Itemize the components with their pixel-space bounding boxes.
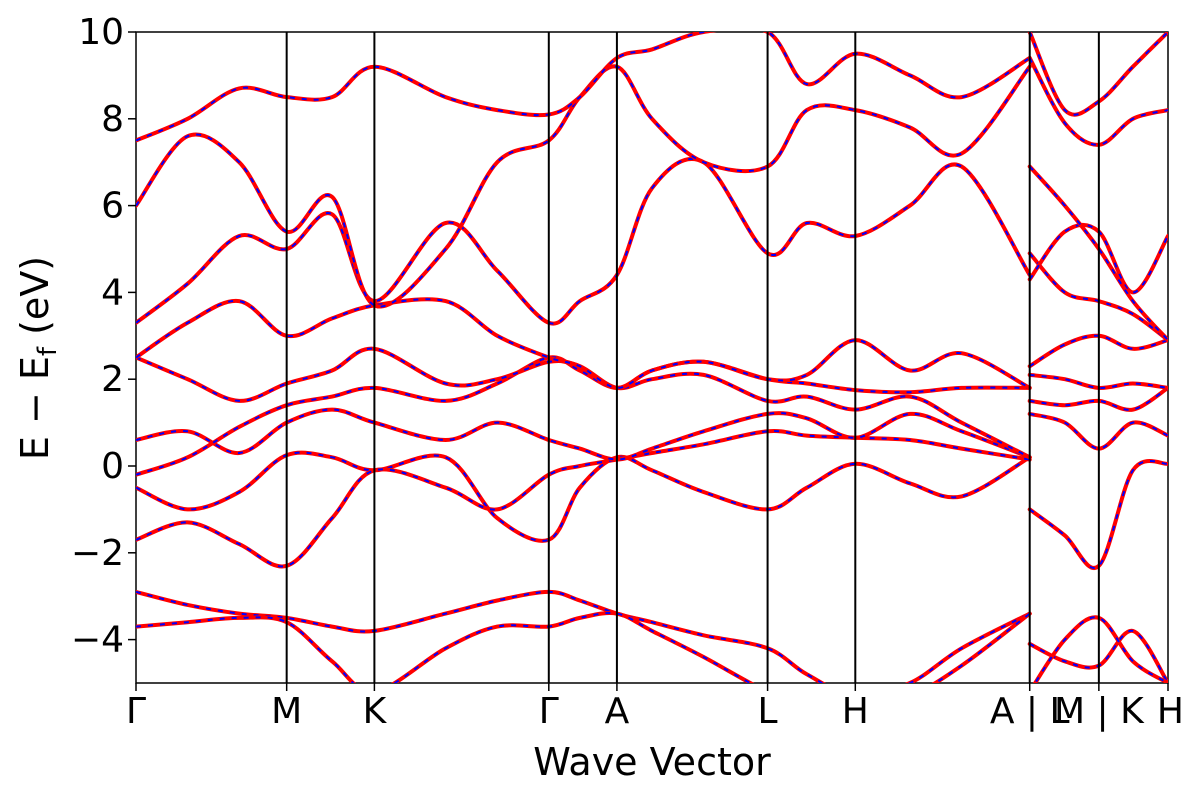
x-tick-label: H	[842, 691, 869, 732]
x-tick-label: Γ	[539, 691, 559, 732]
band-line-dashed-5	[136, 157, 1031, 325]
y-tick-label: 10	[78, 12, 124, 53]
x-tick-label: A | L	[990, 691, 1070, 732]
y-axis-label: E − Ef (eV)	[13, 256, 63, 460]
y-axis-label-main: E − E	[13, 356, 57, 460]
y-axis-label-subscript: f	[33, 346, 63, 356]
x-tick-label: M | K	[1054, 691, 1145, 732]
plot-frame	[135, 31, 1169, 684]
y-axis-label-unit: (eV)	[13, 256, 57, 347]
band-line-dashed-19	[1028, 57, 1168, 146]
x-axis-ticks: Γ M K Γ A L H A | LM | K H	[126, 683, 1184, 732]
x-axis-label: Wave Vector	[533, 740, 771, 784]
kpoint-vertical-lines	[285, 32, 1100, 683]
x-tick-label: Γ	[126, 691, 146, 732]
x-tick-label: K	[363, 691, 388, 732]
x-tick-label: A	[605, 691, 630, 732]
y-tick-label: 2	[101, 359, 124, 400]
y-tick-label: 0	[101, 446, 124, 487]
y-axis-ticks: 10 8 6 4 2 0 −2 −4	[71, 12, 136, 661]
band-line-dashed-11	[1029, 460, 1168, 569]
y-tick-label: 8	[101, 99, 124, 140]
x-tick-label: H	[1157, 691, 1184, 732]
plot-area	[135, 31, 1169, 684]
x-tick-label: M	[271, 691, 302, 732]
y-tick-label: −4	[71, 620, 124, 661]
y-tick-label: 6	[101, 186, 124, 227]
band-line-dashed-6	[136, 298, 1031, 389]
band-line-dashed-12	[1029, 412, 1168, 450]
y-tick-label: −2	[71, 533, 124, 574]
band-line-dashed-14	[1029, 373, 1168, 389]
band-line-dashed-13	[1029, 387, 1168, 411]
x-tick-label: L	[758, 691, 778, 732]
y-tick-label: 4	[101, 272, 124, 313]
